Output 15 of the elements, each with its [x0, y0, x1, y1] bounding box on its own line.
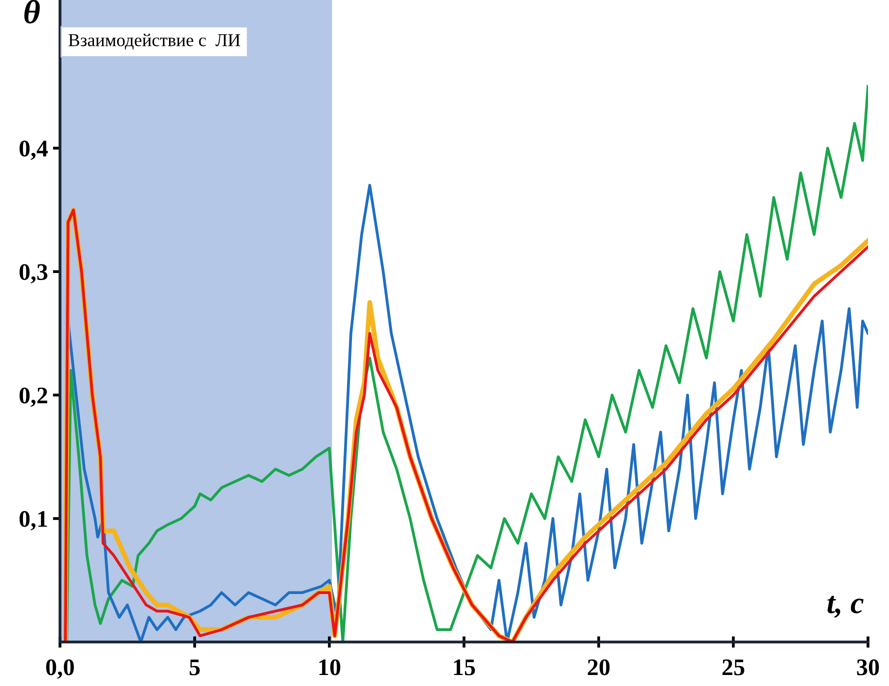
x-axis-title: t, с: [828, 596, 864, 618]
x-tick-label: 5: [190, 660, 200, 676]
y-tick-label: 0,4: [20, 140, 48, 160]
x-tick-label: 30: [857, 659, 879, 676]
x-tick-label: 20: [588, 659, 610, 676]
x-tick-label: 0,0: [46, 659, 74, 679]
x-tick-label: 25: [722, 659, 744, 676]
line-series: [65, 85, 868, 642]
y-tick-label: 0,1: [20, 511, 47, 530]
x-tick-label: 10: [319, 659, 340, 676]
y-axis-title: θ: [24, 0, 40, 24]
y-tick-label: 0,3: [20, 264, 48, 284]
band-label: Взаимодействие с ЛИ: [68, 34, 240, 50]
x-tick-label: 15: [454, 659, 475, 676]
y-tick-label: 0,2: [20, 388, 48, 407]
